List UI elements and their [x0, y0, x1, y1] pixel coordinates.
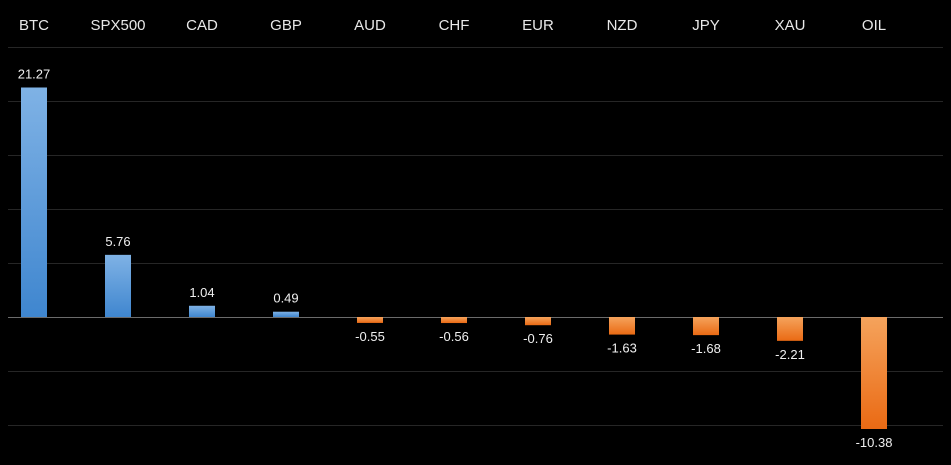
- bar-cad: [189, 305, 215, 317]
- bar-aud: [357, 317, 383, 323]
- bar-gbp: [273, 311, 299, 317]
- value-label-chf: -0.56: [439, 329, 469, 344]
- value-label-gbp: 0.49: [273, 291, 298, 306]
- value-label-eur: -0.76: [523, 331, 553, 346]
- category-label-chf: CHF: [439, 17, 470, 34]
- category-label-aud: AUD: [354, 17, 386, 34]
- category-labels: BTC SPX500 CAD GBP AUD CHF EUR NZD JPY XAU OIL: [19, 17, 886, 34]
- category-label-btc: BTC: [19, 17, 49, 34]
- bar-oil: [861, 317, 887, 430]
- value-labels: 21.27 5.76 1.04 0.49 -0.55 -0.56 -0.76 -1.63 -1.…: [18, 66, 893, 450]
- bar-jpy: [693, 317, 719, 336]
- category-label-xau: XAU: [775, 17, 806, 34]
- value-label-aud: -0.55: [355, 329, 385, 344]
- value-label-btc: 21.27: [18, 66, 51, 81]
- bar-xau: [777, 317, 803, 341]
- bar-chf: [441, 317, 467, 324]
- value-label-oil: -10.38: [856, 435, 893, 450]
- value-label-nzd: -1.63: [607, 341, 637, 356]
- category-label-gbp: GBP: [270, 17, 302, 34]
- category-label-eur: EUR: [522, 17, 554, 34]
- bar-nzd: [609, 317, 635, 335]
- value-label-xau: -2.21: [775, 347, 805, 362]
- value-label-cad: 1.04: [189, 285, 214, 300]
- bar-btc: [21, 87, 47, 317]
- category-label-nzd: NZD: [607, 17, 638, 34]
- category-label-cad: CAD: [186, 17, 218, 34]
- value-label-spx500: 5.76: [105, 234, 130, 249]
- category-label-spx500: SPX500: [90, 17, 145, 34]
- gridlines: [8, 47, 943, 426]
- bars: [21, 87, 887, 430]
- value-label-jpy: -1.68: [691, 341, 721, 356]
- bar-eur: [525, 317, 551, 326]
- bar-spx500: [105, 254, 131, 317]
- category-label-oil: OIL: [862, 17, 886, 34]
- category-label-jpy: JPY: [692, 17, 720, 34]
